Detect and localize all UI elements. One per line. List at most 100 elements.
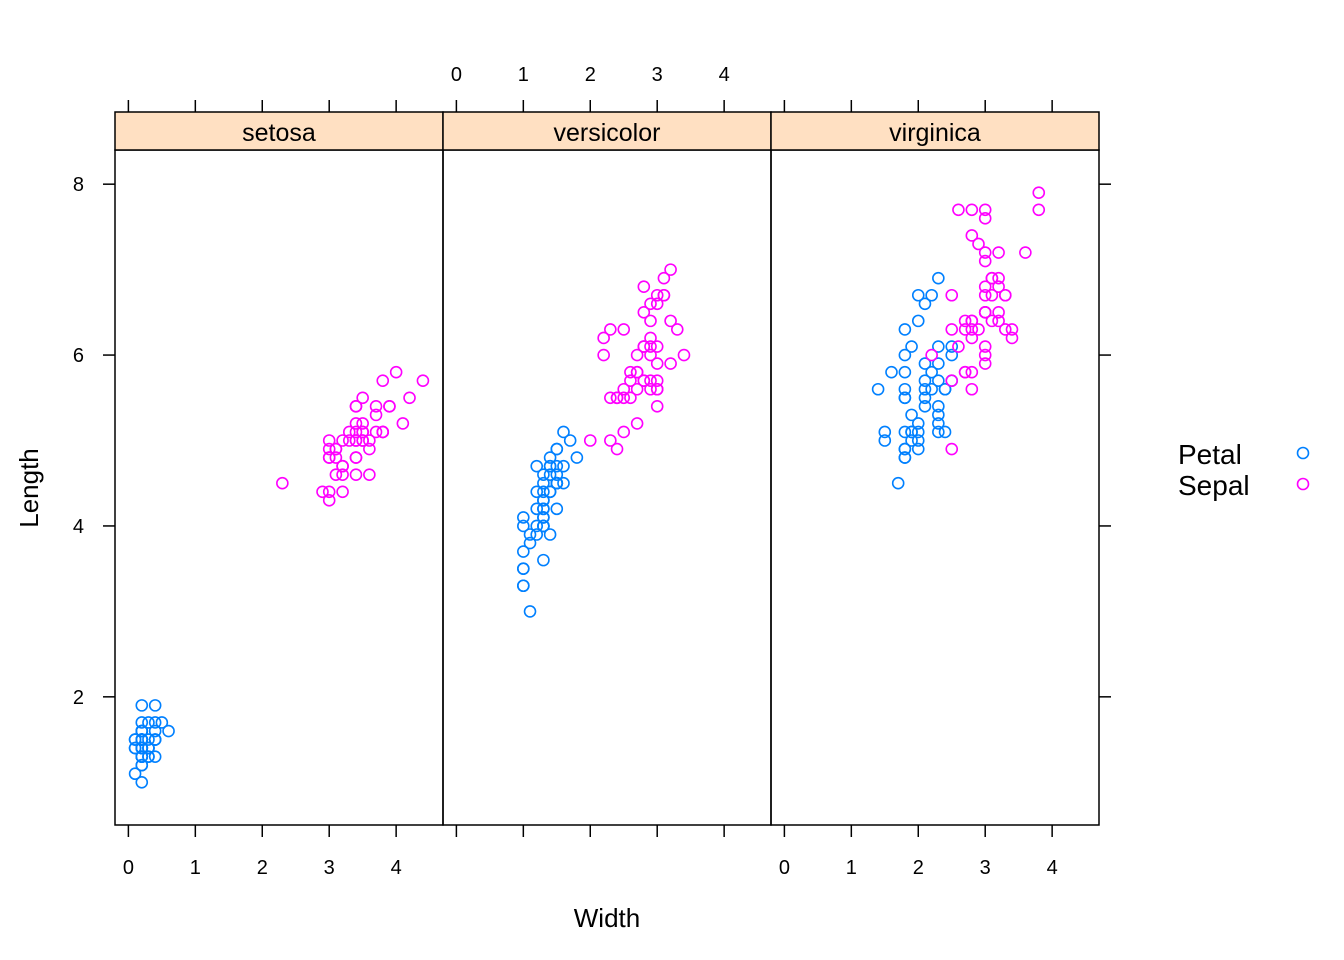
data-point-petal bbox=[530, 528, 544, 541]
data-point-petal bbox=[135, 699, 149, 712]
data-point-sepal bbox=[925, 348, 938, 362]
data-point-sepal bbox=[329, 442, 343, 456]
data-point-sepal bbox=[978, 280, 992, 294]
x-tick-label: 1 bbox=[190, 857, 201, 879]
data-point-petal bbox=[885, 365, 898, 379]
data-point-sepal bbox=[644, 297, 657, 311]
data-point-sepal bbox=[363, 442, 376, 456]
data-point-sepal bbox=[416, 374, 430, 387]
x-tick-label: 1 bbox=[846, 857, 857, 879]
legend-label-petal: Petal bbox=[1178, 439, 1242, 470]
data-point-petal bbox=[517, 511, 530, 524]
data-point-sepal bbox=[664, 314, 677, 328]
data-point-sepal bbox=[342, 425, 356, 439]
x-tick-label: 2 bbox=[913, 857, 924, 879]
data-point-petal bbox=[891, 476, 905, 490]
panels-layer: setosa versicolor virginica bbox=[114, 111, 1100, 826]
data-point-petal bbox=[918, 374, 932, 387]
data-point-petal bbox=[911, 425, 925, 439]
data-point-petal bbox=[905, 425, 918, 439]
data-point-sepal bbox=[650, 297, 664, 311]
legend-marker-sepal bbox=[1296, 477, 1310, 491]
data-point-petal bbox=[932, 400, 945, 413]
data-point-petal bbox=[925, 382, 938, 396]
data-point-petal bbox=[135, 724, 149, 738]
data-point-petal bbox=[523, 536, 537, 550]
data-point-sepal bbox=[349, 434, 363, 447]
data-point-sepal bbox=[349, 468, 363, 481]
data-point-sepal bbox=[637, 374, 651, 387]
data-point-petal bbox=[537, 553, 550, 567]
data-point-sepal bbox=[677, 348, 691, 362]
axes-layer: 0 1 2 3 4 0 1 2 3 4 0 1 2 3 4 2 4 6 8 bbox=[73, 64, 1111, 879]
panel-virginica: virginica bbox=[770, 111, 1100, 826]
x-tick-label: 3 bbox=[324, 857, 335, 879]
data-point-petal bbox=[911, 417, 925, 430]
data-point-petal bbox=[537, 519, 550, 533]
x-tick-label: 3 bbox=[652, 64, 663, 86]
data-point-petal bbox=[918, 297, 932, 311]
data-point-sepal bbox=[657, 288, 671, 302]
data-point-sepal bbox=[336, 468, 349, 481]
data-point-sepal bbox=[316, 485, 329, 499]
data-point-petal bbox=[543, 451, 557, 464]
data-point-sepal bbox=[1032, 203, 1046, 217]
x-axis-title: Width bbox=[574, 903, 640, 933]
data-point-petal bbox=[557, 425, 570, 439]
data-point-sepal bbox=[604, 323, 617, 336]
data-point-sepal bbox=[604, 391, 617, 405]
data-point-sepal bbox=[952, 340, 965, 353]
data-point-petal bbox=[142, 741, 155, 755]
x-tick-label: 4 bbox=[391, 857, 402, 879]
data-point-sepal bbox=[624, 374, 637, 387]
data-point-petal bbox=[911, 442, 925, 456]
legend-marker-petal bbox=[1296, 446, 1310, 460]
data-point-sepal bbox=[322, 451, 336, 464]
data-point-sepal bbox=[958, 365, 972, 379]
y-tick-label: 4 bbox=[73, 516, 84, 538]
x-tick-label: 0 bbox=[123, 857, 134, 879]
data-point-petal bbox=[932, 357, 945, 370]
data-point-sepal bbox=[329, 468, 343, 481]
data-point-sepal bbox=[998, 288, 1012, 302]
data-point-sepal bbox=[376, 425, 390, 439]
data-point-sepal bbox=[952, 203, 965, 217]
data-point-sepal bbox=[630, 382, 644, 396]
data-point-sepal bbox=[650, 400, 664, 413]
data-point-sepal bbox=[403, 391, 416, 405]
data-point-petal bbox=[128, 767, 142, 781]
data-point-petal bbox=[135, 758, 149, 772]
data-point-sepal bbox=[972, 237, 985, 251]
data-point-petal bbox=[878, 425, 892, 439]
data-point-petal bbox=[918, 400, 932, 413]
data-point-petal bbox=[543, 459, 557, 473]
data-point-sepal bbox=[965, 382, 979, 396]
data-point-sepal bbox=[978, 348, 992, 362]
data-point-petal bbox=[878, 434, 892, 447]
data-point-sepal bbox=[610, 391, 624, 405]
data-point-sepal bbox=[396, 417, 410, 430]
data-point-petal bbox=[550, 476, 564, 490]
data-point-petal bbox=[530, 485, 544, 499]
x-tick-label: 4 bbox=[1047, 857, 1058, 879]
data-point-petal bbox=[523, 528, 537, 541]
data-point-petal bbox=[557, 459, 570, 473]
data-point-petal bbox=[550, 502, 564, 516]
data-point-sepal bbox=[336, 434, 349, 447]
data-point-sepal bbox=[389, 365, 403, 379]
data-point-sepal bbox=[664, 357, 677, 370]
data-point-sepal bbox=[336, 485, 349, 499]
data-point-petal bbox=[135, 733, 149, 746]
y-tick-label: 2 bbox=[73, 687, 84, 709]
data-point-sepal bbox=[958, 314, 972, 328]
data-point-sepal bbox=[624, 365, 637, 379]
data-point-petal bbox=[135, 716, 149, 729]
data-point-petal bbox=[925, 365, 938, 379]
data-point-petal bbox=[128, 733, 142, 746]
data-point-sepal bbox=[644, 382, 657, 396]
data-point-sepal bbox=[637, 306, 651, 319]
data-point-sepal bbox=[630, 365, 644, 379]
data-point-petal bbox=[148, 750, 162, 763]
data-point-sepal bbox=[1005, 323, 1019, 336]
data-point-petal bbox=[918, 382, 932, 396]
